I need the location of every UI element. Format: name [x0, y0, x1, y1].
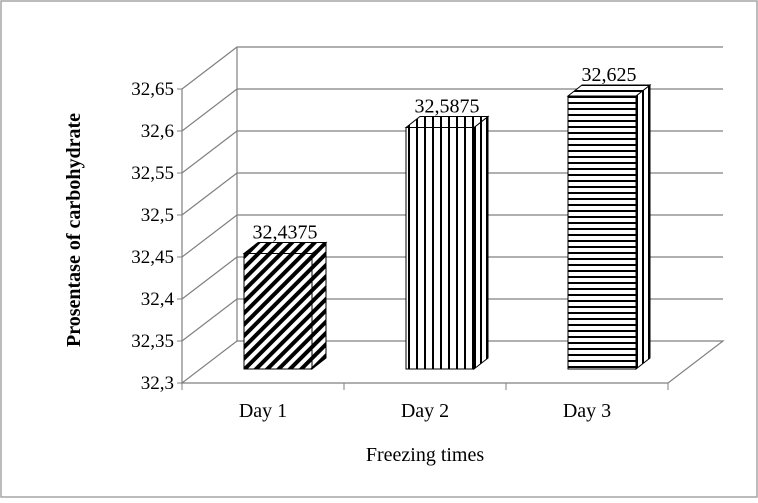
x-tick-label: Day 3: [563, 400, 611, 422]
y-tick-label: 32,65: [131, 79, 174, 100]
y-tick-label: 32,35: [131, 331, 174, 352]
x-tick-labels: Day 1 Day 2 Day 3: [239, 400, 611, 422]
y-axis-title: Prosentase of carbohydrate: [63, 113, 85, 347]
bar-top: [566, 84, 652, 97]
x-axis-title: Freezing times: [366, 444, 485, 466]
data-labels: 32,4375 32,5875 32,625: [253, 64, 637, 244]
y-tick-label: 32,45: [131, 247, 174, 268]
x-tick-label: Day 1: [239, 400, 287, 422]
bars: [242, 83, 652, 371]
y-tick-label: 32,3: [141, 373, 174, 394]
y-tick-label: 32,55: [131, 163, 174, 184]
bar-3: [566, 83, 652, 371]
bar-side: [473, 115, 489, 371]
bar-front: [567, 95, 637, 370]
axes: [177, 47, 725, 390]
data-label: 32,625: [582, 64, 637, 86]
bar-front: [405, 127, 475, 370]
bar-side: [635, 83, 651, 371]
y-tick-label: 32,6: [141, 121, 174, 142]
y-tick-label: 32,4: [141, 289, 175, 310]
data-label: 32,4375: [253, 222, 318, 244]
bar-front: [243, 253, 313, 370]
y-tick-labels: 32,3 32,35 32,4 32,45 32,5 32,55 32,6 32,65: [131, 79, 174, 394]
bar-top: [404, 116, 490, 128]
bar-side: [311, 241, 327, 371]
bar-1: [242, 241, 328, 371]
data-label: 32,5875: [415, 96, 480, 118]
bar-top: [242, 242, 328, 254]
x-tick-label: Day 2: [401, 400, 449, 422]
bar-2: [404, 115, 490, 371]
y-tick-label: 32,5: [141, 205, 174, 226]
